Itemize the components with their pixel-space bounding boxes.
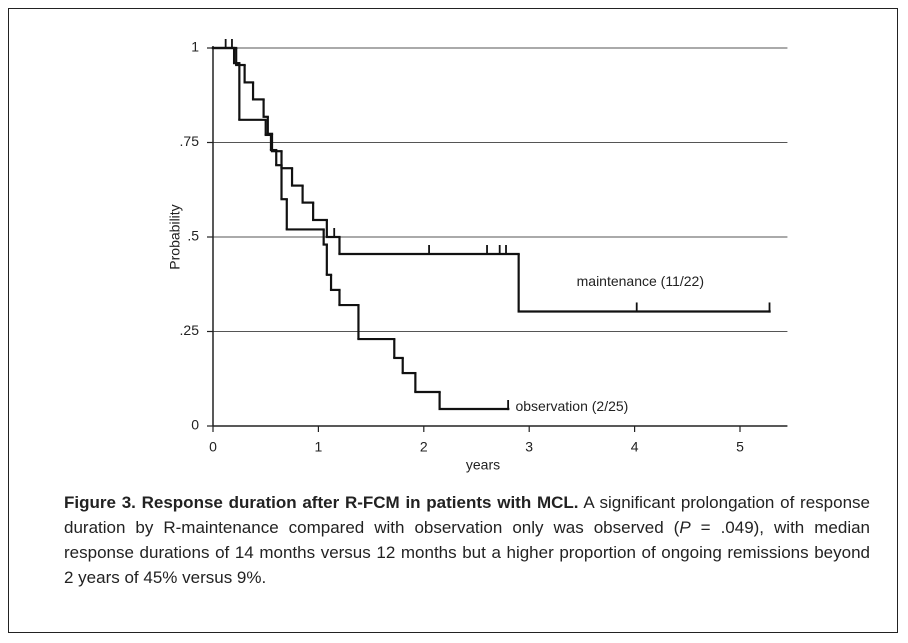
- caption-italic: P: [679, 518, 691, 537]
- series-label: observation (2/25): [515, 398, 628, 414]
- y-tick-label: .5: [187, 228, 199, 244]
- caption-text: = .049), with median response durations …: [64, 518, 871, 587]
- caption: Figure 3. Response duration after R-FCM …: [64, 490, 870, 590]
- x-tick-label: 2: [420, 439, 428, 455]
- x-tick-label: 4: [631, 439, 639, 455]
- figure-frame: [8, 8, 898, 633]
- y-tick-label: .25: [180, 322, 200, 338]
- series-label: maintenance (11/22): [577, 273, 704, 289]
- x-tick-label: 1: [315, 439, 323, 455]
- y-axis-label: Probability: [167, 204, 183, 269]
- caption-title: Figure 3. Response duration after R-FCM …: [64, 493, 579, 512]
- chart: Probability years 0 .25 .5 .75 1 0 1 2 3 4 5 mainte…: [167, 39, 788, 473]
- caption-text: A significant prolongation of response d…: [64, 493, 870, 537]
- x-tick-label: 3: [525, 439, 533, 455]
- x-tick-label: 5: [736, 439, 744, 455]
- y-tick-label: 0: [191, 417, 199, 433]
- y-tick-label: .75: [180, 133, 200, 149]
- x-tick-label: 0: [209, 439, 217, 455]
- y-tick-label: 1: [191, 39, 199, 55]
- x-axis-label: years: [466, 457, 500, 473]
